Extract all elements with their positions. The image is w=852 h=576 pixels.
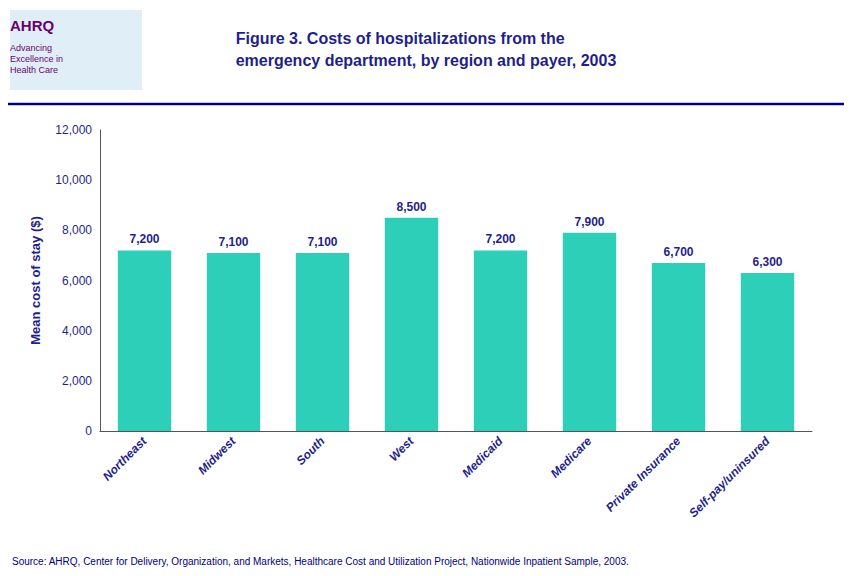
- svg-text:6,300: 6,300: [752, 255, 782, 269]
- svg-text:7,200: 7,200: [129, 232, 159, 246]
- svg-text:Source: AHRQ, Center for Deliv: Source: AHRQ, Center for Delivery, Organ…: [12, 556, 629, 567]
- svg-text:Health Care: Health Care: [10, 65, 58, 75]
- svg-text:AHRQ: AHRQ: [10, 17, 54, 34]
- svg-text:7,100: 7,100: [218, 235, 248, 249]
- svg-text:West: West: [386, 433, 417, 464]
- svg-text:Medicare: Medicare: [548, 434, 595, 481]
- svg-text:8,500: 8,500: [396, 200, 426, 214]
- svg-text:10,000: 10,000: [55, 173, 92, 187]
- svg-text:7,200: 7,200: [485, 232, 515, 246]
- svg-text:Northeast: Northeast: [100, 433, 150, 483]
- svg-text:South: South: [294, 434, 328, 468]
- svg-text:Excellence in: Excellence in: [10, 54, 63, 64]
- svg-text:Medicaid: Medicaid: [459, 434, 506, 481]
- svg-text:Mean cost of stay ($): Mean cost of stay ($): [28, 216, 43, 345]
- svg-text:Figure 3. Costs of hospitaliza: Figure 3. Costs of hospitalizations from…: [236, 30, 565, 47]
- svg-text:7,100: 7,100: [307, 235, 337, 249]
- svg-text:7,900: 7,900: [574, 215, 604, 229]
- svg-text:Self-pay/uninsured: Self-pay/uninsured: [686, 434, 773, 521]
- svg-text:4,000: 4,000: [62, 324, 92, 338]
- svg-text:12,000: 12,000: [55, 123, 92, 137]
- svg-text:Advancing: Advancing: [10, 43, 52, 53]
- svg-text:8,000: 8,000: [62, 223, 92, 237]
- svg-text:2,000: 2,000: [62, 374, 92, 388]
- svg-text:emergency department, by regio: emergency department, by region and paye…: [236, 52, 617, 69]
- svg-text:0: 0: [85, 424, 92, 438]
- svg-text:6,700: 6,700: [663, 245, 693, 259]
- svg-text:Private Insurance: Private Insurance: [603, 434, 684, 515]
- svg-text:Midwest: Midwest: [195, 433, 239, 477]
- svg-text:6,000: 6,000: [62, 274, 92, 288]
